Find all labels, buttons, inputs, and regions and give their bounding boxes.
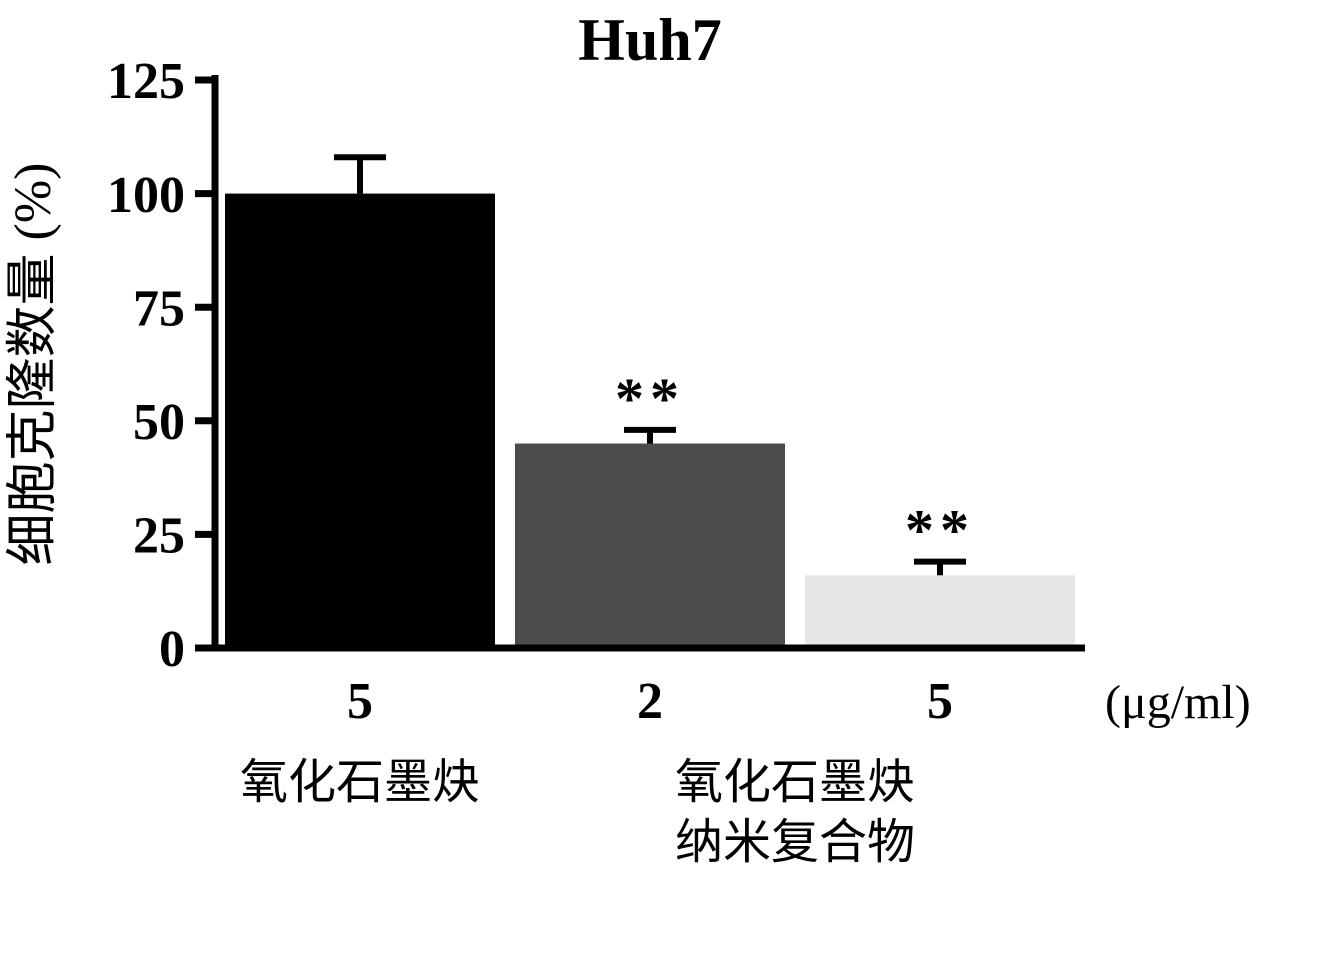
chart-svg: Huh75**2**50255075100125(μg/ml)氧化石墨炔氧化石墨… [0,0,1328,954]
ytick-label-5: 125 [107,53,185,110]
bar-3 [805,575,1075,648]
x-group-label-1-1: 纳米复合物 [675,816,915,869]
bar-2 [515,444,785,648]
ytick-label-3: 75 [133,280,185,337]
bar-1 [225,194,495,648]
significance-2: ** [615,366,685,431]
ytick-label-4: 100 [107,167,185,224]
chart-root: Huh75**2**50255075100125(μg/ml)氧化石墨炔氧化石墨… [0,0,1328,954]
x-concentration-3: 5 [927,673,953,730]
significance-3: ** [905,498,975,563]
x-group-label-1-0: 氧化石墨炔 [675,756,915,809]
x-unit-label: (μg/ml) [1105,676,1251,729]
chart-title: Huh7 [578,7,721,73]
x-group-label-0-0: 氧化石墨炔 [240,756,480,809]
y-axis-label: 细胞克隆数量 (%) [5,163,62,566]
ytick-label-1: 25 [133,508,185,565]
ytick-label-2: 50 [133,394,185,451]
x-concentration-2: 2 [637,673,663,730]
ytick-label-0: 0 [159,621,185,678]
x-concentration-1: 5 [347,673,373,730]
